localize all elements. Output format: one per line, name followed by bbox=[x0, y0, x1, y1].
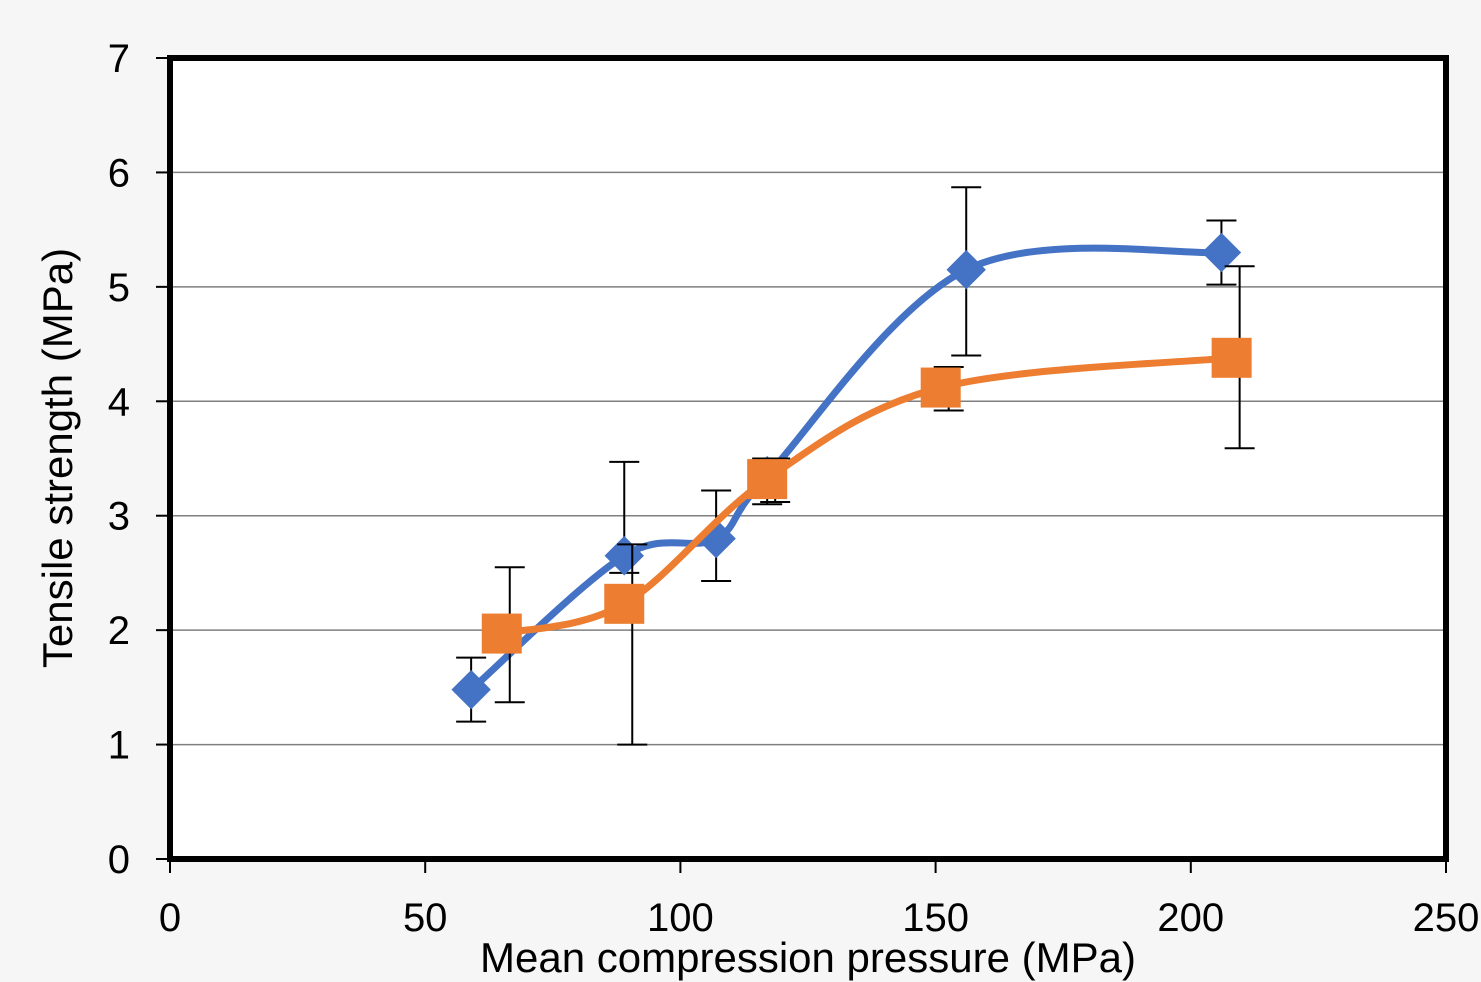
y-axis-title: Tensile strength (MPa) bbox=[34, 248, 81, 668]
x-axis-title: Mean compression pressure (MPa) bbox=[480, 934, 1136, 981]
y-tick-label: 5 bbox=[108, 266, 130, 310]
series-2 bbox=[481, 265, 1255, 746]
x-axis: 0 50 100 150 200 250 bbox=[159, 859, 1480, 940]
data-point-square bbox=[481, 613, 522, 654]
data-point-square bbox=[604, 583, 645, 624]
plot-area-border bbox=[167, 55, 1449, 862]
y-axis: 0 1 2 3 4 5 6 7 bbox=[108, 37, 170, 882]
x-tick-label: 100 bbox=[647, 896, 714, 940]
x-tick-label: 250 bbox=[1413, 896, 1480, 940]
series-layer bbox=[451, 186, 1255, 746]
x-tick-label: 0 bbox=[159, 896, 181, 940]
y-tick-label: 6 bbox=[108, 151, 130, 195]
gridlines bbox=[170, 171, 1446, 746]
y-tick-label: 0 bbox=[108, 838, 130, 882]
data-point-diamond bbox=[604, 536, 644, 576]
data-point-diamond bbox=[946, 249, 986, 290]
y-tick-label: 2 bbox=[108, 609, 130, 653]
plot-area-background bbox=[170, 58, 1446, 859]
x-tick-label: 150 bbox=[902, 896, 969, 940]
data-point-diamond bbox=[1201, 232, 1242, 273]
data-point-diamond bbox=[451, 669, 491, 710]
error-bar bbox=[617, 543, 648, 746]
series-line bbox=[498, 354, 1236, 638]
data-point-square bbox=[1211, 337, 1252, 378]
y-tick-label: 4 bbox=[108, 380, 130, 424]
y-tick-label: 1 bbox=[108, 724, 130, 768]
x-tick-label: 200 bbox=[1157, 896, 1224, 940]
y-tick-label: 7 bbox=[108, 37, 130, 81]
x-tick-label: 50 bbox=[403, 896, 448, 940]
data-point-square bbox=[920, 367, 961, 408]
y-tick-label: 3 bbox=[108, 495, 130, 539]
data-point-square bbox=[747, 459, 788, 500]
